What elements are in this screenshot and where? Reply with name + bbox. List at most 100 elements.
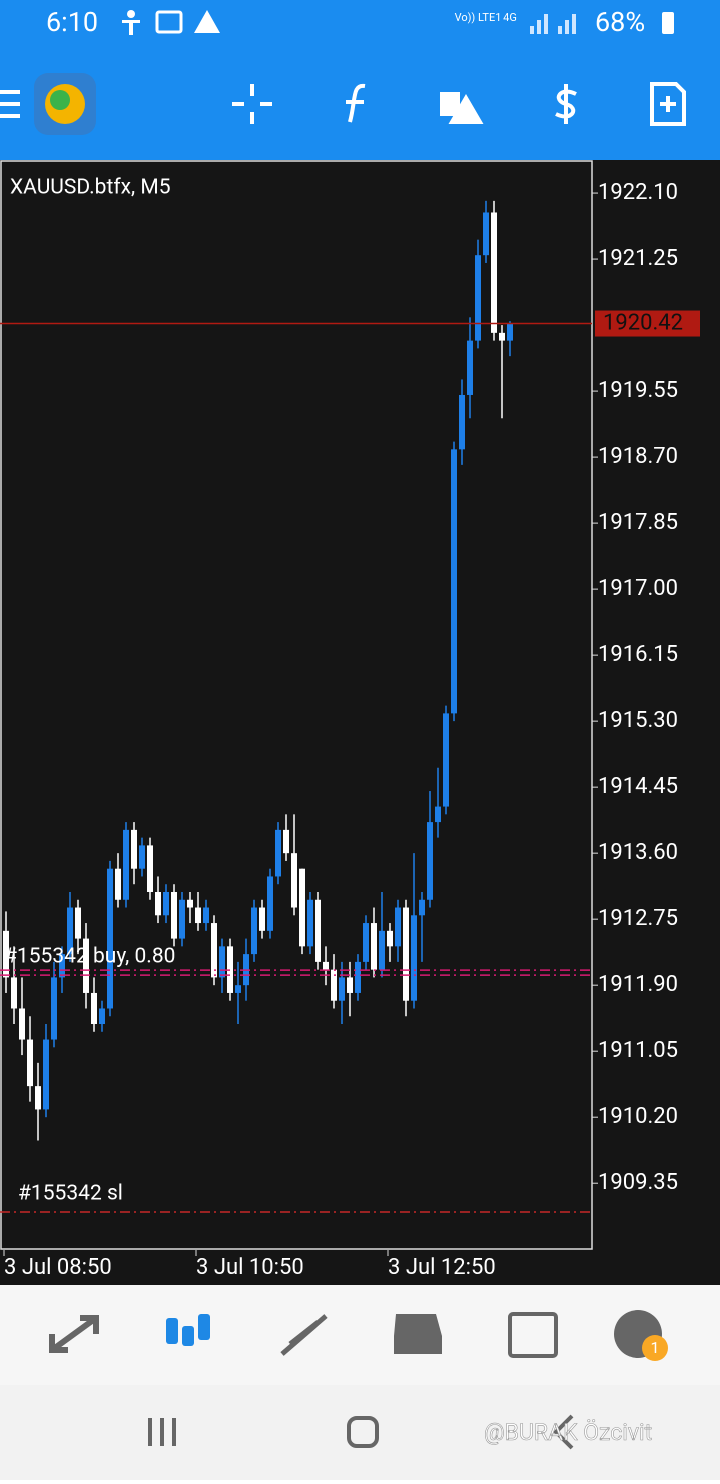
plot: 1922.10 1921.25 1919.55 1918.70 1917.85 1917.… (0, 180, 700, 1280)
candle-body (283, 829, 289, 854)
top-bar (0, 0, 720, 160)
candle-body (355, 961, 361, 993)
chart-frame (0, 160, 593, 1250)
candle-body (211, 923, 217, 978)
y-tick-label: 1922.10 (598, 180, 678, 205)
candle-body (219, 946, 225, 978)
candle-body (411, 915, 417, 1001)
candle-body (11, 977, 17, 1009)
candle-body (59, 954, 65, 978)
candle-body (499, 332, 505, 341)
candle-body (115, 868, 121, 900)
candle-body (379, 930, 385, 970)
y-tick-label: 1909.35 (598, 1170, 678, 1195)
candle-body (251, 907, 257, 955)
y-tick-label: 1918.70 (598, 444, 678, 469)
order-label: #155342 sl (18, 1181, 123, 1205)
bottom-nav (0, 1285, 720, 1385)
battery-level: 68% (595, 6, 645, 38)
y-tick-label: 1919.55 (598, 378, 678, 403)
candle-body (147, 845, 153, 892)
menu-icon[interactable] (0, 90, 20, 118)
candle-body (195, 907, 201, 924)
y-tick-label: 1911.05 (598, 1038, 678, 1063)
system-nav (0, 1385, 720, 1480)
network: Vo)) LTE1 (455, 11, 502, 24)
order-label: #155342 buy, 0.80 (4, 945, 175, 969)
candle-body (203, 907, 209, 924)
clock: 6:10 (46, 6, 98, 38)
candle-body (459, 394, 465, 450)
candle-body (267, 876, 273, 931)
y-tick-label: 1912.75 (598, 906, 678, 931)
nav-icons[interactable] (49, 1310, 668, 1361)
candle-body (187, 899, 193, 908)
candle-body (123, 829, 129, 900)
app-logo[interactable] (34, 73, 96, 135)
candle-body (299, 868, 305, 947)
candle-body (427, 822, 433, 900)
signal-type: 4G (503, 11, 517, 24)
candle-body (19, 1008, 25, 1040)
candle-body (43, 1039, 49, 1110)
y-tick-label: 1917.00 (598, 576, 678, 601)
candle-body (35, 1086, 41, 1110)
candle-body (507, 323, 513, 341)
chart-title: XAUUSD.btfx, M5 (10, 176, 171, 200)
candle-body (307, 899, 313, 947)
x-tick-label: 3 Jul 12:50 (388, 1255, 496, 1280)
watermark: @BURAK Özcivit (484, 1418, 652, 1446)
candle-body (99, 1008, 105, 1025)
candle-body (259, 907, 265, 931)
y-tick-label: 1913.60 (598, 840, 678, 865)
candle-body (419, 899, 425, 916)
current-price-label: 1920.42 (603, 310, 683, 335)
candle-body (491, 212, 497, 333)
candle-body (171, 891, 177, 939)
y-tick-label: 1914.45 (598, 774, 678, 799)
candle-body (51, 977, 57, 1040)
candle-body (331, 969, 337, 1001)
candle-body (107, 868, 113, 1009)
candle-body (435, 806, 441, 823)
candle-body (483, 212, 489, 256)
candle-body (371, 923, 377, 970)
candle-body (387, 930, 393, 947)
y-tick-label: 1911.90 (598, 972, 678, 997)
current-price-tag (595, 310, 700, 337)
candle-body (467, 340, 473, 395)
candle-body (27, 1039, 33, 1087)
candle-body (443, 713, 449, 807)
candle-body (75, 907, 81, 939)
y-tick-label: 1921.25 (598, 246, 678, 271)
candle-body (275, 829, 281, 877)
y-tick-label: 1910.20 (598, 1104, 678, 1129)
candle-body (475, 255, 481, 341)
candle-body (3, 930, 9, 978)
candle-body (403, 907, 409, 1001)
system-buttons[interactable] (148, 1414, 574, 1450)
candle-body (363, 923, 369, 962)
x-tick-label: 3 Jul 10:50 (196, 1255, 304, 1280)
candle-body (163, 891, 169, 916)
candle-body (339, 977, 345, 1001)
candle-body (179, 899, 185, 939)
candle-body (67, 907, 73, 955)
chat-badge: 1 (651, 1338, 660, 1357)
toolbar-icons[interactable] (232, 82, 686, 126)
candle-body (139, 845, 145, 869)
candle-body (91, 992, 97, 1025)
battery-icon (662, 12, 674, 34)
candle-body (395, 907, 401, 947)
candle-body (155, 891, 161, 916)
candle-body (323, 961, 329, 970)
candle-body (347, 977, 353, 993)
y-tick-label: 1915.30 (598, 708, 678, 733)
signal-bars (530, 14, 576, 34)
y-tick-label: 1916.15 (598, 642, 678, 667)
candle-body (315, 899, 321, 962)
candle-body (235, 985, 241, 993)
candle-body (451, 449, 457, 714)
